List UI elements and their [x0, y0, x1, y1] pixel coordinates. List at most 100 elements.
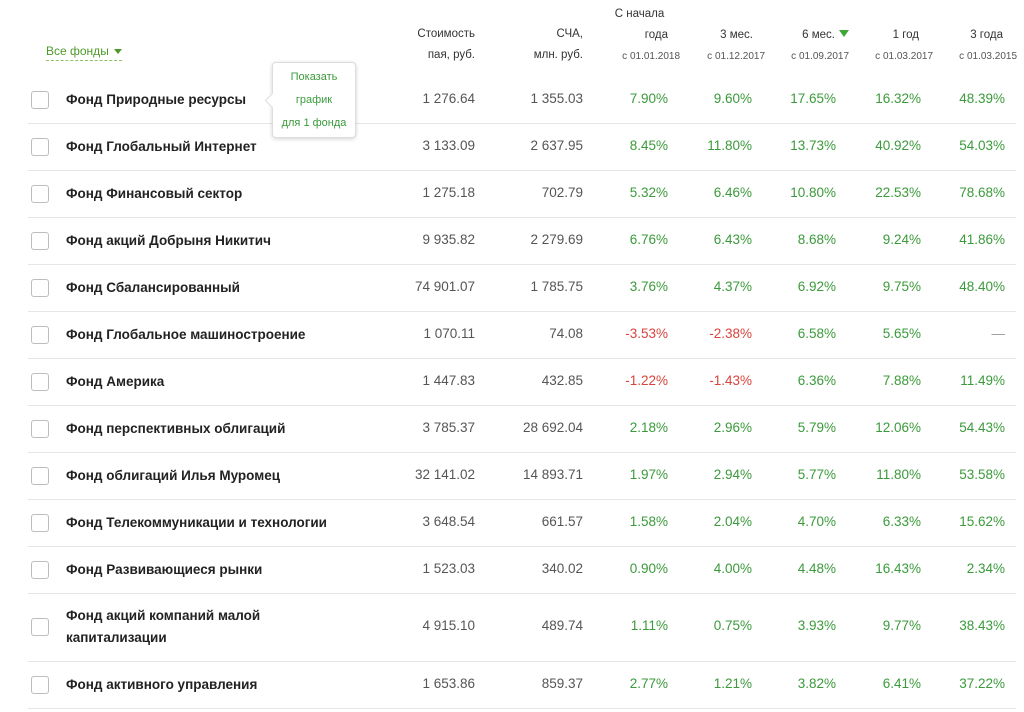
- fund-name[interactable]: Фонд акций Добрыня Никитич: [66, 232, 271, 248]
- cell-y1: 12.06%: [875, 419, 921, 435]
- cell-ytd: 1.11%: [630, 618, 668, 633]
- cell-ytd: 7.90%: [629, 90, 668, 106]
- cell-nav: 14 893.71: [522, 466, 583, 482]
- cell-m6: 5.79%: [797, 419, 836, 435]
- col-header-nav-line1: СЧА,: [556, 28, 583, 40]
- col-header-ytd[interactable]: С начала года с 01.01.2018: [595, 4, 680, 67]
- fund-checkbox[interactable]: [31, 184, 49, 203]
- table-row[interactable]: Фонд Природные ресурсы 1 276.64 1 355.03 7.…: [28, 76, 1016, 124]
- table-row[interactable]: Фонд Развивающиеся рынки 1 523.03 340.02 0.…: [28, 546, 1016, 594]
- tooltip-line1: Показать: [290, 71, 338, 83]
- col-header-price-line1: Стоимость: [417, 28, 475, 40]
- col-header-6m[interactable]: 6 мес. с 01.09.2017: [774, 25, 849, 67]
- fund-checkbox[interactable]: [31, 513, 49, 532]
- cell-m6: 4.48%: [797, 560, 836, 576]
- fund-checkbox[interactable]: [31, 419, 49, 438]
- cell-m6: 6.92%: [797, 278, 836, 294]
- cell-ytd: 1.58%: [629, 513, 668, 529]
- fund-checkbox[interactable]: [31, 618, 49, 636]
- cell-ytd: 3.76%: [629, 278, 668, 294]
- table-row[interactable]: Фонд Глобальное машиностроение 1 070.11 74…: [28, 311, 1016, 359]
- cell-y3: 48.39%: [959, 90, 1005, 106]
- cell-ytd: -1.22%: [625, 372, 668, 388]
- cell-ytd: 6.76%: [629, 231, 668, 247]
- cell-price: 32 141.02: [414, 466, 475, 482]
- cell-nav: 489.74: [541, 618, 583, 633]
- cell-ytd: 8.45%: [629, 137, 668, 153]
- table-row[interactable]: Фонд акций Добрыня Никитич 9 935.82 2 279.…: [28, 217, 1016, 265]
- table-row[interactable]: Фонд облигаций Илья Муромец 32 141.02 14 8…: [28, 452, 1016, 500]
- cell-y1: 6.33%: [882, 513, 921, 529]
- show-chart-tooltip[interactable]: Показать график для 1 фонда: [272, 62, 356, 138]
- cell-m3: -1.43%: [709, 372, 752, 388]
- fund-name[interactable]: Фонд акций компаний малой капитализации: [66, 608, 261, 645]
- fund-checkbox[interactable]: [31, 466, 49, 485]
- fund-name[interactable]: Фонд Природные ресурсы: [66, 91, 247, 107]
- cell-y3: 38.43%: [959, 618, 1005, 633]
- fund-checkbox[interactable]: [31, 560, 49, 579]
- fund-checkbox[interactable]: [31, 278, 49, 297]
- cell-m3: 2.94%: [713, 466, 752, 482]
- fund-name[interactable]: Фонд Развивающиеся рынки: [66, 561, 263, 577]
- fund-checkbox[interactable]: [31, 90, 49, 109]
- cell-price: 1 275.18: [422, 184, 475, 200]
- col-header-3y[interactable]: 3 года с 01.03.2015: [942, 25, 1017, 67]
- table-row[interactable]: Фонд акций компаний малой капитализации 4…: [28, 593, 1016, 662]
- col-header-3m-date: с 01.12.2017: [707, 51, 765, 62]
- fund-checkbox[interactable]: [31, 675, 49, 694]
- cell-m3: 1.21%: [713, 675, 752, 691]
- fund-name[interactable]: Фонд перспективных облигаций: [66, 420, 286, 436]
- fund-name[interactable]: Фонд Америка: [66, 373, 165, 389]
- tooltip-line2: график: [295, 94, 333, 106]
- cell-m3: 4.00%: [713, 560, 752, 576]
- table-header: Все фонды Стоимость пая, руб. СЧА, млн. …: [0, 0, 1024, 74]
- cell-price: 4 915.10: [422, 618, 475, 633]
- col-header-6m-date: с 01.09.2017: [791, 51, 849, 62]
- cell-price: 1 447.83: [422, 372, 475, 388]
- table-row[interactable]: Фонд Америка 1 447.83 432.85 -1.22% -1.43% 6.…: [28, 358, 1016, 406]
- cell-m6: 10.80%: [790, 184, 836, 200]
- cell-m3: 2.04%: [713, 513, 752, 529]
- col-header-3m[interactable]: 3 мес. с 01.12.2017: [690, 25, 765, 67]
- fund-name[interactable]: Фонд облигаций Илья Муромец: [66, 467, 281, 483]
- col-header-nav[interactable]: СЧА, млн. руб.: [500, 24, 583, 66]
- fund-name[interactable]: Фонд активного управления: [66, 676, 258, 692]
- fund-name[interactable]: Фонд Финансовый сектор: [66, 185, 243, 201]
- cell-ytd: 2.18%: [629, 419, 668, 435]
- cell-price: 1 523.03: [422, 560, 475, 576]
- table-row[interactable]: Фонд Глобальный Интернет 3 133.09 2 637.95…: [28, 123, 1016, 171]
- cell-y1: 7.88%: [882, 372, 921, 388]
- table-row[interactable]: Фонд Финансовый сектор 1 275.18 702.79 5.32…: [28, 170, 1016, 218]
- cell-m3: 4.37%: [713, 278, 752, 294]
- cell-y1: 9.75%: [882, 278, 921, 294]
- table-row[interactable]: Фонд Телекоммуникации и технологии 3 648.…: [28, 499, 1016, 547]
- cell-nav: 1 785.75: [530, 278, 583, 294]
- col-header-price[interactable]: Стоимость пая, руб.: [400, 24, 475, 66]
- col-header-ytd-date: с 01.01.2018: [622, 51, 680, 62]
- cell-m6: 3.82%: [797, 675, 836, 691]
- cell-price: 3 785.37: [422, 419, 475, 435]
- cell-ytd: 1.97%: [629, 466, 668, 482]
- cell-y3: 2.34%: [966, 560, 1005, 576]
- table-row[interactable]: Фонд активного управления 1 653.86 859.37 2…: [28, 661, 1016, 709]
- cell-m6: 3.93%: [797, 618, 836, 633]
- col-header-1y[interactable]: 1 год с 01.03.2017: [858, 25, 933, 67]
- table-row[interactable]: Фонд Сбалансированный 74 901.07 1 785.75 3.…: [28, 264, 1016, 312]
- fund-name[interactable]: Фонд Телекоммуникации и технологии: [66, 514, 327, 530]
- cell-y1: 16.32%: [875, 90, 921, 106]
- fund-checkbox[interactable]: [31, 137, 49, 156]
- chevron-down-icon: [113, 49, 122, 54]
- cell-price: 9 935.82: [422, 231, 475, 247]
- fund-checkbox[interactable]: [31, 231, 49, 250]
- fund-name[interactable]: Фонд Сбалансированный: [66, 279, 240, 295]
- fund-checkbox[interactable]: [31, 325, 49, 344]
- cell-m3: 11.80%: [707, 137, 752, 153]
- table-row[interactable]: Фонд перспективных облигаций 3 785.37 28 6…: [28, 405, 1016, 453]
- fund-name[interactable]: Фонд Глобальное машиностроение: [66, 326, 306, 342]
- all-funds-filter[interactable]: Все фонды: [46, 44, 122, 61]
- cell-m6: 8.68%: [797, 231, 836, 247]
- fund-checkbox[interactable]: [31, 372, 49, 391]
- cell-ytd: 0.90%: [629, 560, 668, 576]
- fund-name[interactable]: Фонд Глобальный Интернет: [66, 138, 257, 154]
- cell-price: 1 653.86: [422, 675, 475, 691]
